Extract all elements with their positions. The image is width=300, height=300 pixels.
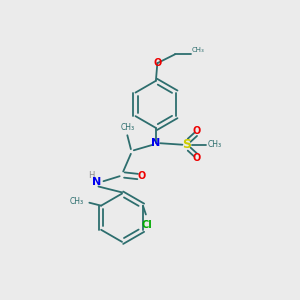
Text: CH₃: CH₃ [207, 140, 221, 149]
Text: H: H [88, 171, 94, 180]
Text: CH₃: CH₃ [191, 47, 204, 53]
Text: N: N [151, 138, 160, 148]
Text: O: O [137, 172, 145, 182]
Text: O: O [193, 126, 201, 136]
Text: S: S [182, 138, 191, 151]
Text: CH₃: CH₃ [120, 123, 134, 132]
Text: N: N [92, 177, 102, 188]
Text: CH₃: CH₃ [69, 197, 83, 206]
Text: O: O [193, 153, 201, 163]
Text: O: O [153, 58, 161, 68]
Text: Cl: Cl [142, 220, 153, 230]
